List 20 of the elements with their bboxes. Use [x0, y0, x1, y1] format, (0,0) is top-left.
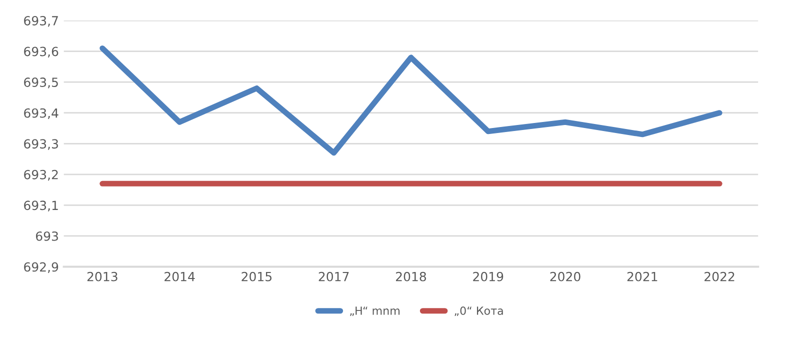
x-tick-label: 2013: [87, 272, 118, 282]
y-tick-label: 693,2: [24, 170, 58, 181]
y-tick-label: 693: [36, 231, 58, 241]
y-tick-label: 693,7: [24, 16, 58, 27]
x-tick-label: 2015: [242, 272, 272, 282]
y-tick-label: 692,9: [24, 262, 58, 273]
x-tick-label: 2022: [704, 272, 734, 282]
x-tick-label: 2019: [473, 272, 504, 282]
y-tick-label: 693,3: [24, 139, 58, 150]
y-tick-label: 693,4: [24, 108, 58, 120]
x-tick-label: 2014: [164, 272, 195, 282]
y-tick-label: 693,6: [24, 46, 58, 58]
x-tick-label: 2020: [550, 272, 580, 282]
legend-label: „H“ mnm: [350, 306, 400, 316]
y-tick-label: 693,5: [24, 78, 58, 88]
x-tick-label: 2017: [318, 272, 349, 282]
x-tick-label: 2018: [396, 272, 426, 282]
y-tick-label: 693,1: [24, 200, 58, 212]
legend-label: „0“ Кота: [454, 306, 503, 316]
x-tick-label: 2021: [627, 272, 658, 282]
